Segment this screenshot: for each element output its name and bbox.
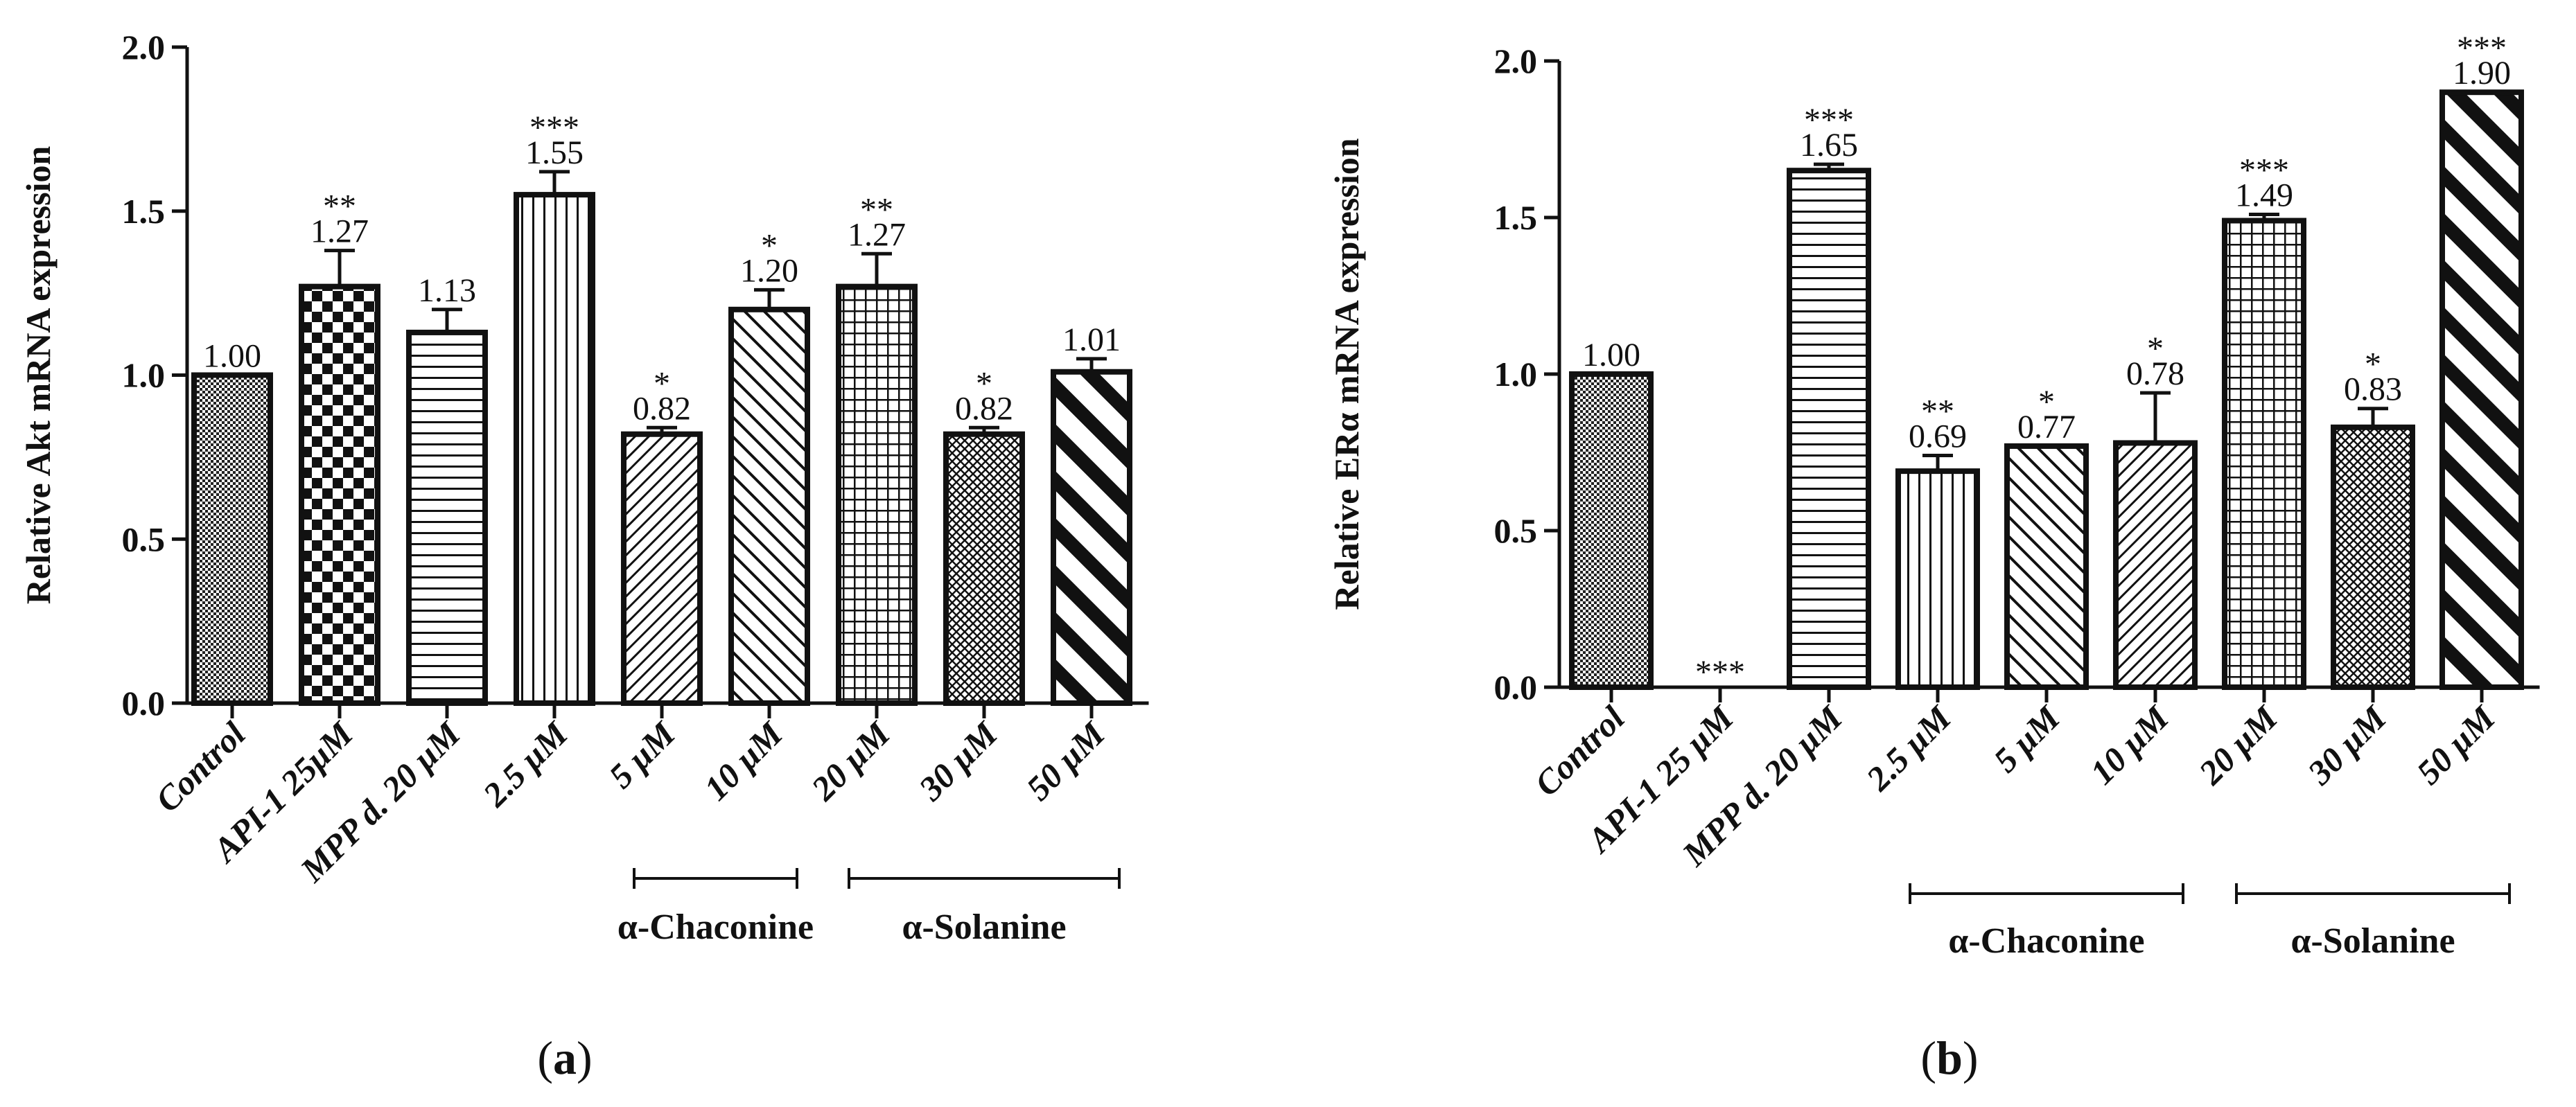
group-label: α-Solanine <box>902 907 1066 947</box>
x-tick-label: 10 μM <box>2083 698 2177 792</box>
y-tick-label: 2.0 <box>122 28 166 67</box>
group-label: α-Chaconine <box>617 907 814 947</box>
data-label: 0.77 <box>2017 409 2076 445</box>
bar <box>299 283 380 706</box>
data-label: 1.20 <box>740 252 798 289</box>
x-tick-label: 30 μM <box>2299 698 2394 792</box>
significance-marker: * <box>2038 384 2055 420</box>
bar <box>514 192 595 706</box>
bar <box>2113 440 2198 690</box>
bar <box>191 372 273 706</box>
panel-letter: b <box>1936 1031 1963 1084</box>
data-label: 0.82 <box>955 390 1013 427</box>
bar <box>2439 89 2524 690</box>
x-tick-label: 10 μM <box>696 714 791 808</box>
x-tick-label: 20 μM <box>803 714 898 808</box>
data-label: 1.27 <box>848 216 906 253</box>
data-label: 1.90 <box>2453 55 2511 91</box>
data-label: 0.82 <box>633 390 691 427</box>
panel-paren: ) <box>1963 1031 1979 1084</box>
significance-marker: * <box>654 365 670 402</box>
y-tick-label: 0.0 <box>1494 668 1538 707</box>
bar <box>621 431 703 706</box>
panel-paren: ) <box>577 1031 593 1084</box>
panel-letter: a <box>553 1031 577 1084</box>
significance-marker: *** <box>1695 654 1745 691</box>
x-tick-label: Control <box>1527 698 1632 804</box>
data-label: 1.00 <box>1582 337 1640 373</box>
y-tick-label: 2.0 <box>1494 42 1538 80</box>
y-axis-label: Relative ERα mRNA expression <box>1327 138 1366 610</box>
panel-paren: ( <box>1920 1031 1936 1084</box>
y-axis-label: Relative Akt mRNA expression <box>19 146 58 605</box>
data-label: 1.55 <box>525 134 584 171</box>
chart-panel-b: Relative ERα mRNA expression 0.0 0.5 1.0 1.5… <box>1327 30 2540 1084</box>
bar <box>1787 168 1871 690</box>
data-label: 0.78 <box>2126 355 2184 392</box>
y-tick-label: 1.5 <box>122 192 166 231</box>
significance-marker: * <box>976 365 992 402</box>
significance-marker: * <box>2365 346 2381 383</box>
bar <box>836 283 918 706</box>
significance-marker: ** <box>860 191 893 228</box>
y-tick-label: 0.0 <box>122 684 166 723</box>
group-label: α-Solanine <box>2290 921 2455 961</box>
y-tick-label: 0.5 <box>1494 511 1538 550</box>
significance-marker: *** <box>2239 152 2289 188</box>
bar <box>2004 443 2089 691</box>
x-tick-label: 20 μM <box>2191 698 2286 792</box>
data-label: 0.83 <box>2344 371 2402 408</box>
data-label: 1.01 <box>1062 321 1121 358</box>
y-tick-label: 1.5 <box>1494 198 1538 237</box>
panel-label: (b) <box>1920 1031 1978 1084</box>
bar <box>2222 218 2306 690</box>
data-label: 1.49 <box>2235 177 2293 213</box>
x-tick-label: 2.5 μM <box>475 714 576 815</box>
data-label: 0.69 <box>1909 418 1967 455</box>
bar <box>1569 371 1654 690</box>
x-tick-label: 5 μM <box>1986 698 2068 779</box>
data-label: 1.65 <box>1800 127 1858 163</box>
bar <box>2331 424 2415 691</box>
bar <box>943 431 1025 706</box>
group-label: α-Chaconine <box>1948 921 2144 961</box>
panel-paren: ( <box>537 1031 553 1084</box>
bar <box>1051 369 1132 706</box>
significance-marker: *** <box>529 109 579 146</box>
significance-marker: ** <box>1921 393 1954 430</box>
significance-marker: *** <box>1804 102 1854 139</box>
x-tick-label: 50 μM <box>2409 698 2503 792</box>
significance-marker: *** <box>2457 30 2507 67</box>
bar <box>1895 468 1980 690</box>
data-label: 1.27 <box>310 213 369 250</box>
significance-marker: ** <box>323 188 356 225</box>
x-tick-label: 5 μM <box>602 714 683 795</box>
y-tick-label: 1.0 <box>1494 355 1538 393</box>
x-tick-label: 50 μM <box>1019 714 1113 808</box>
bar <box>406 329 488 706</box>
x-tick-label: 2.5 μM <box>1858 698 1959 799</box>
chart-panel-a: Relative Akt mRNA expression 0.0 0.5 1.0 1.5… <box>19 28 1149 1084</box>
x-tick-label: Control <box>148 714 253 820</box>
y-tick-label: 0.5 <box>122 520 166 558</box>
bar <box>728 306 810 706</box>
significance-marker: * <box>761 227 778 264</box>
y-tick-label: 1.0 <box>122 356 166 395</box>
panel-label: (a) <box>537 1031 592 1084</box>
x-tick-label: 30 μM <box>911 714 1006 808</box>
significance-marker: * <box>2147 330 2164 367</box>
data-label: 1.00 <box>203 338 261 375</box>
data-label: 1.13 <box>418 272 476 309</box>
